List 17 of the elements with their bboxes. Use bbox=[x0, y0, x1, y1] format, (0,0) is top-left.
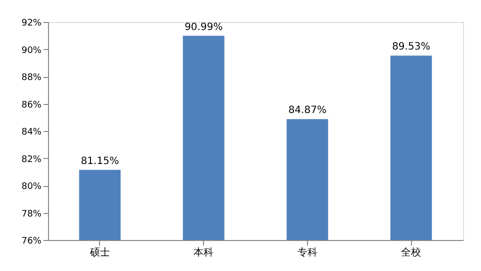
y-tick-label: 86% bbox=[21, 100, 42, 110]
y-tick-label: 80% bbox=[21, 182, 42, 192]
data-label: 84.87% bbox=[288, 105, 326, 116]
y-tick-label: 76% bbox=[21, 236, 42, 246]
x-tick-label: 本科 bbox=[194, 246, 214, 258]
y-tick-label: 84% bbox=[21, 128, 42, 138]
y-tick-label: 92% bbox=[21, 18, 42, 28]
data-label: 81.15% bbox=[80, 156, 119, 167]
y-tick-label: 82% bbox=[21, 154, 42, 165]
x-tick-label: 硕士 bbox=[88, 246, 110, 258]
data-label: 89.53% bbox=[392, 42, 430, 53]
y-tick-label: 78% bbox=[21, 209, 42, 220]
data-label: 90.99% bbox=[184, 22, 223, 33]
y-tick-label: 88% bbox=[21, 73, 42, 83]
x-tick-label: 专科 bbox=[297, 246, 318, 258]
x-tick-label: 全校 bbox=[401, 246, 422, 258]
y-tick-label: 90% bbox=[21, 46, 42, 56]
